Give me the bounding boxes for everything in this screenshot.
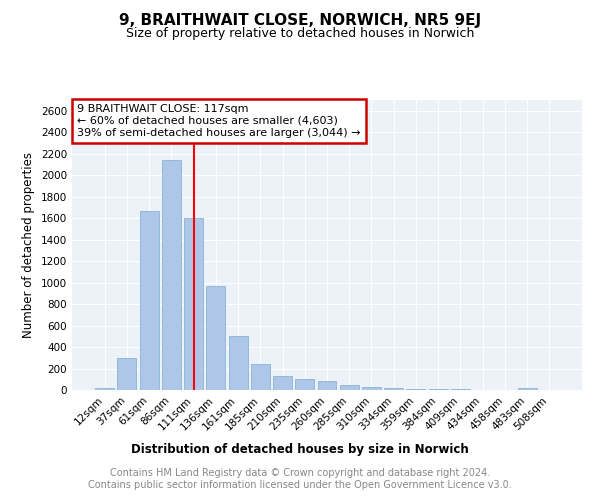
Text: Size of property relative to detached houses in Norwich: Size of property relative to detached ho… bbox=[126, 28, 474, 40]
Bar bbox=[251, 364, 270, 390]
Text: Distribution of detached houses by size in Norwich: Distribution of detached houses by size … bbox=[131, 442, 469, 456]
Text: 9 BRAITHWAIT CLOSE: 117sqm
← 60% of detached houses are smaller (4,603)
39% of s: 9 BRAITHWAIT CLOSE: 117sqm ← 60% of deta… bbox=[77, 104, 361, 138]
Text: Contains public sector information licensed under the Open Government Licence v3: Contains public sector information licen… bbox=[88, 480, 512, 490]
Bar bbox=[340, 385, 359, 390]
Bar bbox=[362, 388, 381, 390]
Bar bbox=[384, 388, 403, 390]
Text: 9, BRAITHWAIT CLOSE, NORWICH, NR5 9EJ: 9, BRAITHWAIT CLOSE, NORWICH, NR5 9EJ bbox=[119, 12, 481, 28]
Text: Contains HM Land Registry data © Crown copyright and database right 2024.: Contains HM Land Registry data © Crown c… bbox=[110, 468, 490, 477]
Bar bbox=[118, 358, 136, 390]
Y-axis label: Number of detached properties: Number of detached properties bbox=[22, 152, 35, 338]
Bar bbox=[317, 381, 337, 390]
Bar bbox=[184, 218, 203, 390]
Bar bbox=[406, 389, 425, 390]
Bar bbox=[95, 388, 114, 390]
Bar bbox=[140, 210, 158, 390]
Bar bbox=[162, 160, 181, 390]
Bar bbox=[295, 378, 314, 390]
Bar bbox=[429, 389, 448, 390]
Bar bbox=[518, 388, 536, 390]
Bar bbox=[206, 286, 225, 390]
Bar bbox=[273, 376, 292, 390]
Bar bbox=[229, 336, 248, 390]
